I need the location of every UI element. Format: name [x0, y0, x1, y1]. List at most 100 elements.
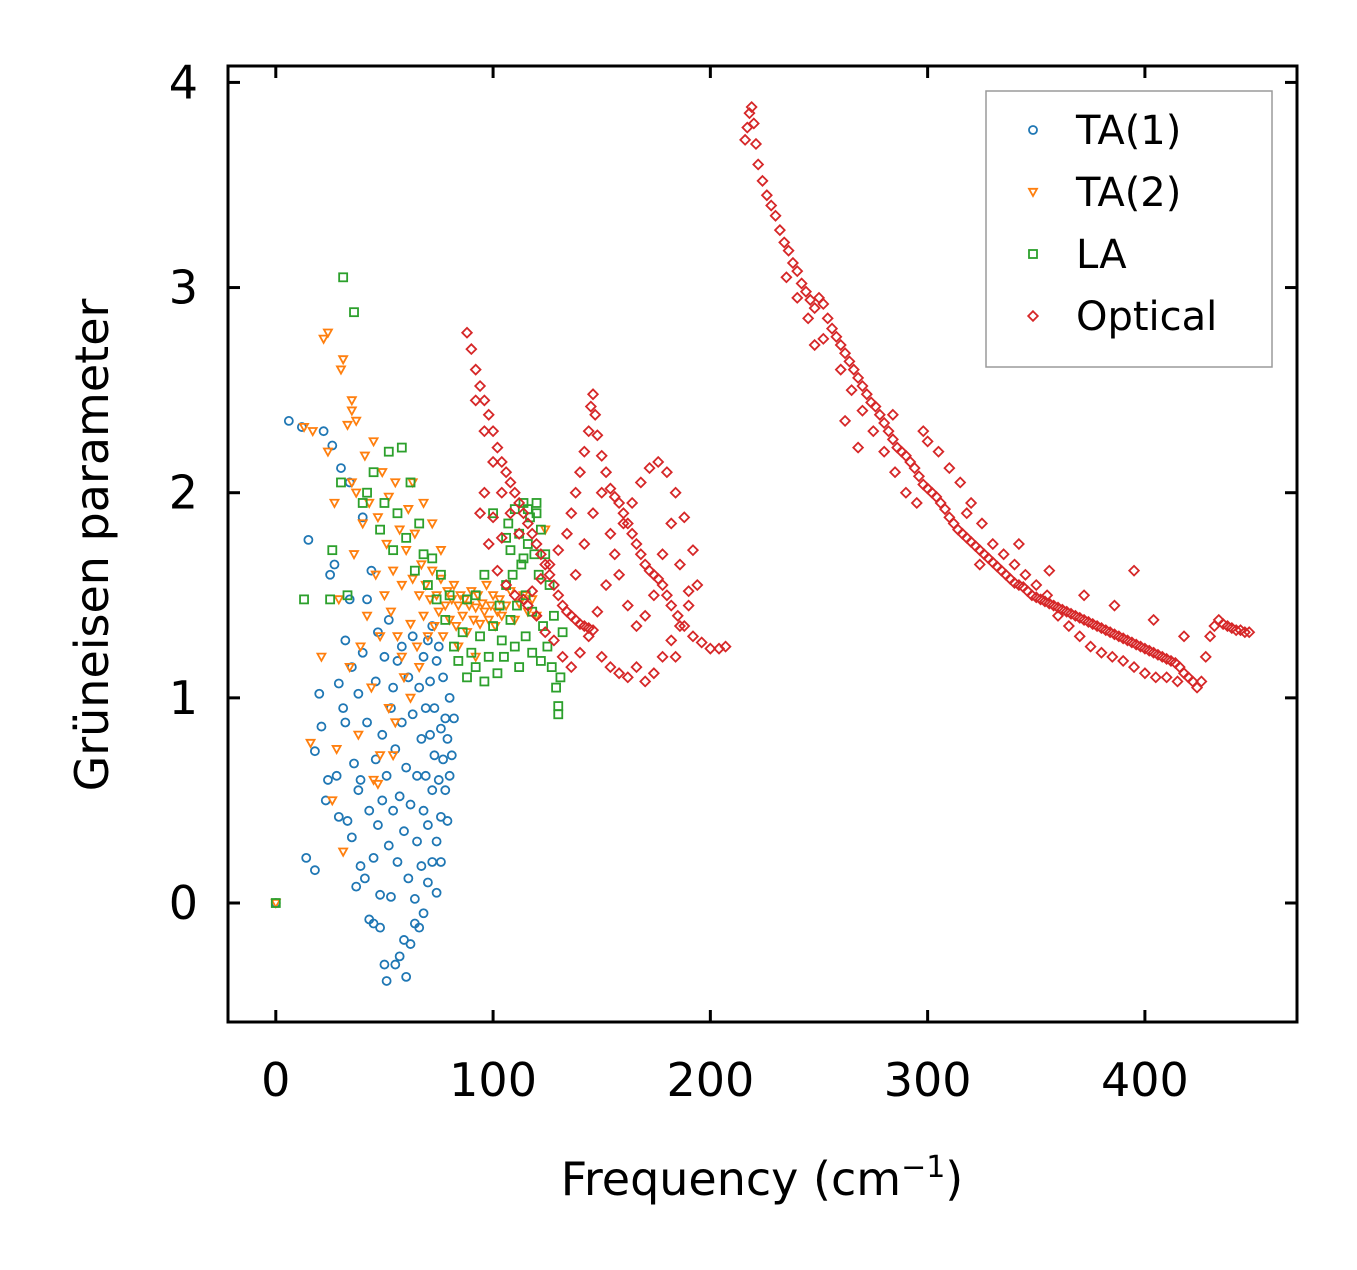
data-point [394, 951, 405, 962]
data-point [340, 717, 351, 728]
data-point [621, 671, 634, 684]
data-point [526, 585, 539, 598]
data-point [719, 640, 732, 653]
data-point [444, 770, 455, 781]
legend-label: Optical [1076, 294, 1217, 340]
data-point [416, 861, 427, 871]
data-point [399, 826, 409, 837]
data-point [422, 580, 433, 590]
data-point [405, 799, 416, 810]
data-point [555, 672, 566, 683]
data-point [495, 455, 508, 469]
data-point [682, 585, 695, 598]
x-axis-title: Frequency (cm−1) [561, 1150, 964, 1206]
legend-label: TA(2) [1075, 170, 1181, 216]
data-point [469, 363, 482, 376]
data-point [418, 611, 430, 622]
data-point [389, 718, 401, 729]
data-point [396, 442, 407, 453]
data-point [440, 785, 451, 796]
data-point [355, 642, 367, 653]
data-point [1171, 675, 1184, 688]
data-point [402, 505, 414, 515]
data-point [932, 445, 945, 458]
data-point [433, 641, 444, 652]
x-tick-label: 0 [261, 1053, 290, 1107]
data-point [412, 770, 422, 781]
data-point [348, 550, 360, 561]
data-point [357, 519, 369, 530]
data-point [427, 785, 438, 796]
data-point [283, 416, 294, 426]
data-point [368, 467, 379, 478]
data-point [509, 641, 520, 652]
data-point [499, 651, 509, 662]
data-point [542, 641, 553, 652]
data-point [514, 662, 525, 672]
data-point [621, 599, 634, 612]
series-ta-2- [270, 328, 551, 909]
data-point [381, 976, 392, 986]
x-axis-title-superscript: −1 [901, 1150, 945, 1185]
data-point [331, 770, 342, 781]
series-ta-1- [270, 416, 459, 986]
data-point [323, 775, 333, 785]
data-point [704, 642, 717, 655]
data-point [539, 558, 552, 571]
data-point [630, 537, 643, 551]
data-point [470, 603, 482, 614]
data-point [503, 518, 514, 529]
data-point [582, 425, 595, 438]
data-point [429, 703, 440, 714]
data-point [433, 607, 445, 618]
data-point [362, 717, 372, 728]
data-point [513, 496, 526, 510]
data-point [678, 511, 691, 524]
data-point [778, 236, 791, 249]
y-tick-label: 4 [169, 55, 198, 109]
data-point [1230, 624, 1243, 637]
data-point [301, 852, 312, 863]
data-point [316, 721, 327, 732]
data-point [878, 416, 891, 430]
data-point [407, 478, 419, 489]
data-point [328, 498, 340, 509]
data-point [604, 661, 617, 674]
data-point [336, 477, 346, 488]
data-point [485, 601, 497, 612]
data-point [1077, 589, 1091, 602]
data-point [377, 729, 388, 740]
data-point [436, 857, 446, 867]
data-point [376, 468, 388, 479]
data-point [613, 667, 626, 680]
series-optical [460, 100, 1256, 694]
data-point [322, 447, 334, 458]
legend-item: Optical [1026, 294, 1217, 340]
data-point [960, 507, 973, 520]
data-point [639, 609, 652, 622]
data-point [505, 545, 516, 556]
legend-marker [1028, 125, 1038, 135]
data-point [878, 445, 891, 458]
data-point [673, 619, 687, 633]
data-point [359, 451, 371, 462]
data-point [478, 394, 491, 407]
data-point [437, 632, 449, 643]
data-point [450, 621, 462, 632]
data-point [427, 553, 438, 564]
data-point [381, 770, 392, 781]
data-point [553, 701, 564, 711]
data-point [521, 517, 534, 530]
data-point [401, 532, 412, 543]
legend-label: TA(1) [1075, 108, 1181, 154]
data-point [426, 566, 438, 577]
data-point [656, 548, 669, 561]
data-point [482, 537, 495, 551]
data-point [394, 791, 405, 802]
data-point [512, 600, 522, 611]
data-point [496, 611, 508, 622]
data-point [595, 650, 608, 663]
data-point [673, 558, 687, 571]
data-point [383, 615, 394, 625]
data-point [504, 507, 517, 520]
